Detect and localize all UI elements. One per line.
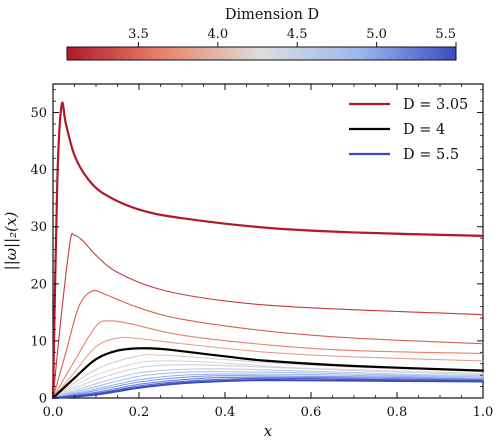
x-tick-label: 1.0 — [473, 405, 494, 420]
legend-label: D = 3.05 — [403, 97, 468, 113]
colorbar-tick-label: 3.5 — [128, 27, 149, 42]
y-tick-label: 30 — [30, 220, 47, 235]
colorbar-ticks: 3.5 4.0 4.5 5.0 5.5 — [128, 27, 457, 47]
y-tick-label: 40 — [30, 163, 47, 178]
series-line-D-5_5 — [51, 378, 485, 400]
series-line-D-5_05 — [52, 375, 484, 399]
x-tick-label: 0.6 — [301, 405, 322, 420]
x-axis-ticks: 0.0 0.2 0.4 0.6 0.8 1.0 — [43, 84, 494, 420]
series-line-D-3_85 — [52, 336, 484, 399]
series-line-D-4 — [51, 347, 485, 400]
series-line-D-5_2 — [52, 376, 484, 399]
series-line-D-4_75 — [52, 371, 484, 399]
y-tick-label: 10 — [30, 334, 47, 349]
colorbar: Dimension D 3.5 4.0 4.5 5.0 5.5 — [66, 7, 457, 61]
x-tick-label: 0.0 — [43, 405, 64, 420]
series-line-D-3_25 — [52, 232, 484, 399]
legend-label: D = 5.5 — [403, 147, 459, 163]
y-tick-label: 20 — [30, 277, 47, 292]
y-axis-ticks: 0 10 20 30 40 50 — [30, 89, 483, 407]
colorbar-title: Dimension D — [225, 7, 319, 23]
x-axis-label: x — [264, 422, 273, 440]
colorbar-tick-label: 4.0 — [207, 27, 228, 42]
legend-label: D = 4 — [403, 122, 445, 138]
y-tick-label: 0 — [39, 392, 47, 407]
series-line-D-4_3 — [52, 360, 484, 399]
y-tick-label: 50 — [30, 106, 47, 121]
series-line-D-4_45 — [52, 364, 484, 399]
series-layer — [51, 101, 485, 400]
x-tick-label: 0.4 — [215, 405, 236, 420]
colorbar-tick-label: 5.0 — [366, 27, 387, 42]
x-tick-label: 0.2 — [129, 405, 150, 420]
y-axis-label: ||ω||₂(x) — [2, 212, 20, 271]
colorbar-tick-label: 4.5 — [287, 27, 308, 42]
series-line-D-5_35 — [52, 377, 484, 399]
colorbar-strip — [66, 46, 457, 61]
series-line-D-3_45 — [52, 289, 484, 399]
series-line-D-4_9 — [52, 373, 484, 399]
series-line-D-4_15 — [52, 353, 484, 399]
series-line-D-3_05 — [51, 101, 485, 400]
colorbar-tick-label: 5.5 — [435, 27, 456, 42]
legend: D = 3.05 D = 4 D = 5.5 — [349, 97, 468, 163]
x-tick-label: 0.8 — [387, 405, 408, 420]
series-line-D-3_65 — [52, 320, 484, 399]
series-line-D-4_6 — [52, 368, 484, 399]
